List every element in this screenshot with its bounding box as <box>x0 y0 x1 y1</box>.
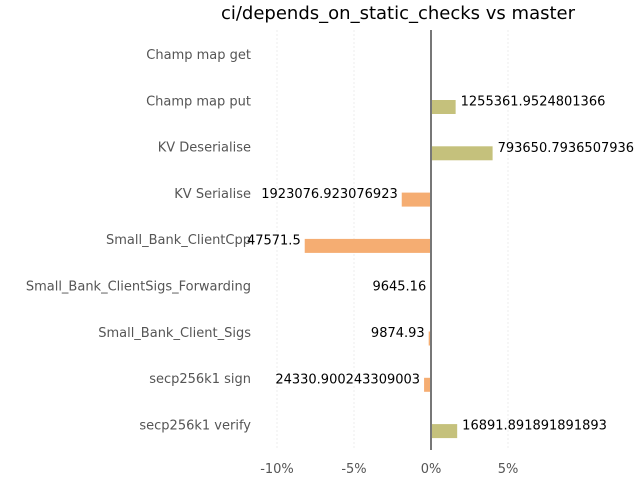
labels-layer: Champ map get Champ map put 1255361.952480… <box>26 48 634 434</box>
category-label: Small_Bank_Client_Sigs <box>98 326 251 341</box>
chart-title: ci/depends_on_static_checks vs master <box>221 3 576 24</box>
category-label: Champ map get <box>146 48 251 63</box>
data-label: 1923076.923076923 <box>261 187 397 202</box>
x-axis: -10% -5% 0% 5% <box>260 30 518 477</box>
x-tick-label: 0% <box>421 462 442 477</box>
bar <box>401 192 431 207</box>
bar <box>431 424 458 439</box>
category-label: Small_Bank_ClientCpp <box>106 233 251 248</box>
data-label: 16891.891891891893 <box>462 419 607 434</box>
bar <box>431 100 456 114</box>
category-label: Small_Bank_ClientSigs_Forwarding <box>26 280 251 295</box>
data-label: 9874.93 <box>371 326 425 341</box>
category-label: Champ map put <box>146 94 251 109</box>
bar <box>304 238 431 253</box>
data-label: 9645.16 <box>372 280 426 295</box>
category-label: secp256k1 verify <box>139 418 251 433</box>
bars-layer <box>304 100 493 439</box>
bar <box>431 146 493 161</box>
bar <box>428 331 431 346</box>
data-label: 1255361.9524801366 <box>461 95 606 110</box>
category-label: KV Deserialise <box>158 141 251 156</box>
data-label: 47571.5 <box>247 233 301 248</box>
data-label: 793650.7936507936 <box>498 141 634 156</box>
bar <box>424 377 431 392</box>
category-label: KV Serialise <box>174 187 251 202</box>
x-tick-label: -5% <box>341 462 366 477</box>
category-label: secp256k1 sign <box>149 372 251 387</box>
x-tick-label: -10% <box>260 462 294 477</box>
data-label: 24330.900243309003 <box>275 372 420 387</box>
x-tick-label: 5% <box>498 462 519 477</box>
